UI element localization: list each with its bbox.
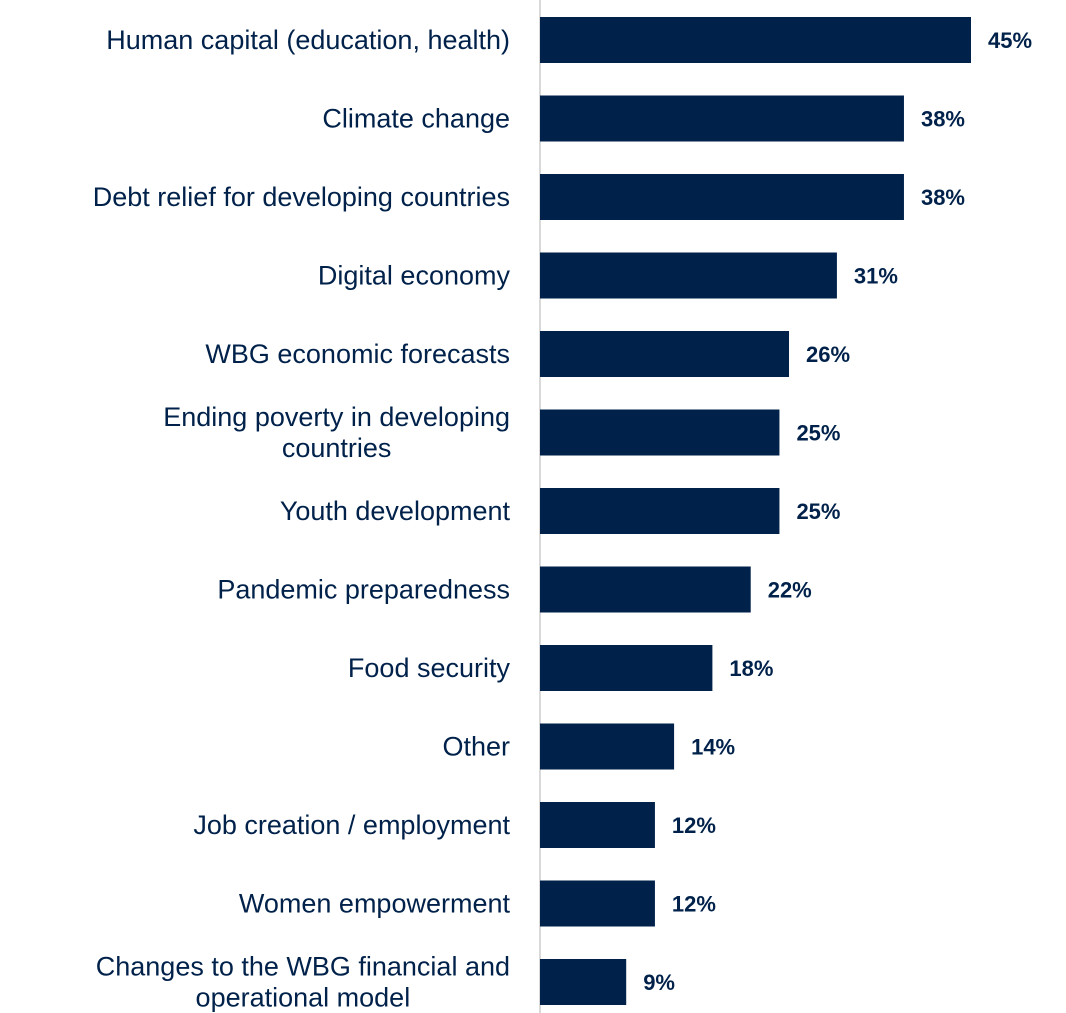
bar-0 [540,17,971,63]
category-label-3: Digital economy [318,261,511,291]
bar-9 [540,723,675,770]
category-label-line: Human capital (education, health) [106,25,510,55]
category-label-1: Climate change [322,104,510,134]
category-label-11: Women empowerment [239,889,511,919]
value-label-9: 14% [691,735,735,760]
category-label-6: Youth development [280,496,511,526]
category-label-line: operational model [196,983,411,1013]
category-label-line: Ending poverty in developing [163,402,510,432]
value-label-11: 12% [672,892,716,917]
category-label-line: Youth development [280,496,511,526]
category-label-4: WBG economic forecasts [205,339,510,369]
bar-5 [540,409,780,456]
value-label-10: 12% [672,813,716,838]
value-label-8: 18% [729,656,773,681]
category-label-line: Debt relief for developing countries [93,182,510,212]
bar-8 [540,645,713,691]
value-label-0: 45% [988,28,1032,53]
bar-3 [540,252,837,299]
bar-11 [540,880,655,927]
value-label-1: 38% [921,107,965,132]
category-label-9: Other [442,732,510,762]
bars-group [540,17,971,1005]
value-label-6: 25% [796,499,840,524]
value-label-12: 9% [643,970,675,995]
category-label-0: Human capital (education, health) [106,25,510,55]
category-label-8: Food security [348,653,511,683]
category-label-line: Changes to the WBG financial and [96,952,510,982]
category-label-line: Climate change [322,104,510,134]
value-label-3: 31% [854,264,898,289]
value-label-7: 22% [768,578,812,603]
category-label-line: Pandemic preparedness [217,575,510,605]
bar-6 [540,488,780,534]
category-label-10: Job creation / employment [193,810,510,840]
category-label-7: Pandemic preparedness [217,575,510,605]
value-label-2: 38% [921,185,965,210]
category-label-line: Digital economy [318,261,511,291]
category-label-line: Food security [348,653,511,683]
bar-1 [540,95,904,142]
value-labels-group: 45% 38% 38% 31% 26% 25% 25% 22% 18% 14% 12% 12% 9% [643,28,1032,995]
value-label-5: 25% [796,421,840,446]
category-label-2: Debt relief for developing countries [93,182,510,212]
category-label-12: Changes to the WBG financial and operatio… [96,952,510,1013]
category-label-line: WBG economic forecasts [205,339,510,369]
category-label-line: Women empowerment [239,889,511,919]
category-label-line: Other [442,732,510,762]
category-labels-group: Human capital (education, health) Climate… [93,25,511,1013]
bar-10 [540,802,655,848]
category-label-line: countries [282,433,392,463]
category-label-line: Job creation / employment [193,810,510,840]
bar-12 [540,959,627,1005]
category-label-5: Ending poverty in developing countries [163,402,510,463]
bar-2 [540,174,904,220]
bar-4 [540,331,790,377]
value-label-4: 26% [806,342,850,367]
bar-7 [540,566,751,613]
